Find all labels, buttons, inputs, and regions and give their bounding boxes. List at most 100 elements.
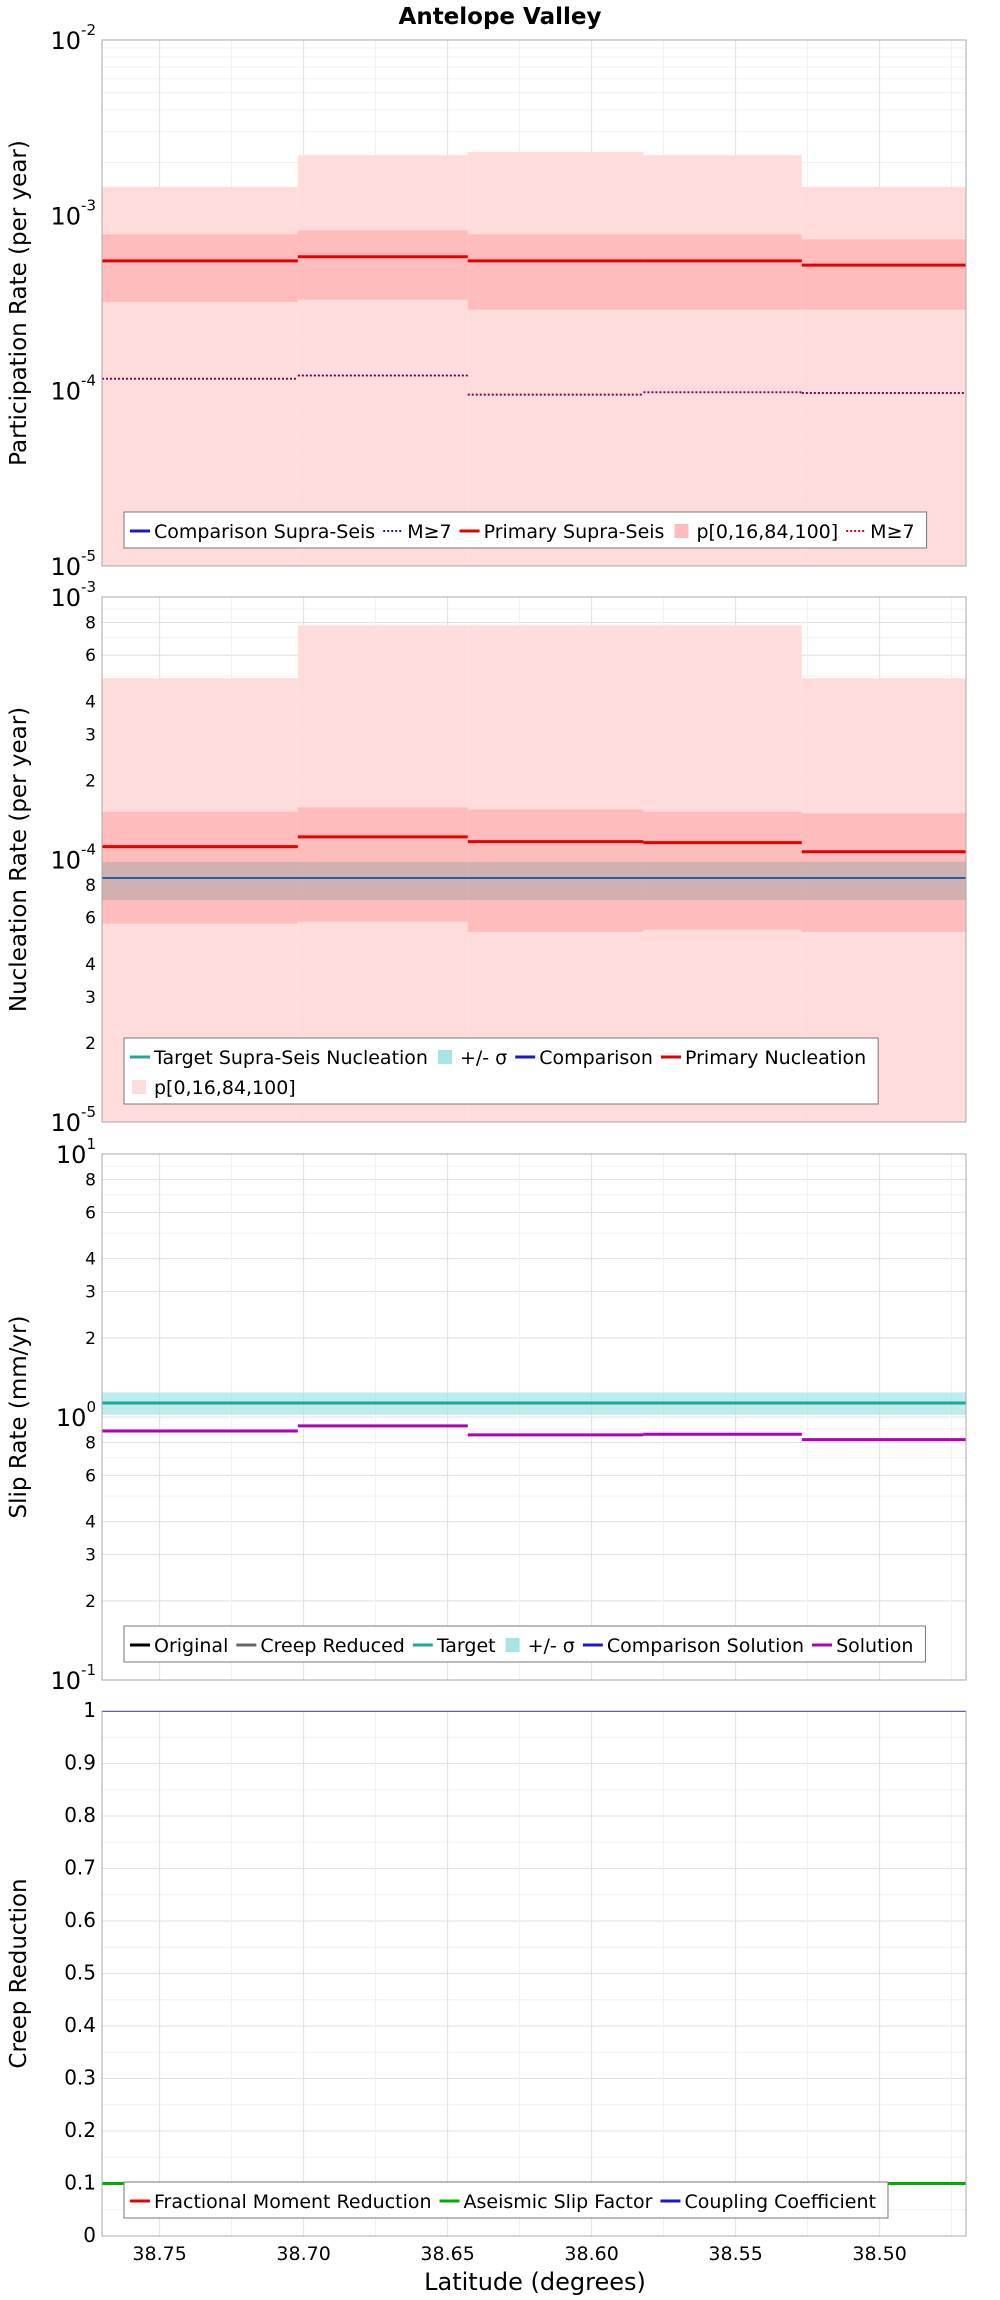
y-tick-base: 10 (50, 584, 81, 612)
legend-label: p[0,16,84,100] (154, 1077, 296, 1099)
y-tick-label: 3 (85, 988, 96, 1008)
legend-swatch (437, 1050, 452, 1064)
x-tick-label: 38.60 (564, 2243, 618, 2265)
y-tick-label: 10-3 (50, 578, 96, 612)
y-tick-label: 6 (85, 1203, 96, 1223)
legend-item: p[0,16,84,100] (674, 521, 838, 543)
y-tick-label: 6 (85, 909, 96, 929)
legend-item: +/- σ (437, 1047, 507, 1069)
legend-label: Comparison (539, 1047, 653, 1069)
uncertainty-band (801, 239, 966, 310)
legend-item: M≥7 (383, 521, 452, 543)
legend-item: Primary Nucleation (660, 1047, 866, 1069)
legend-item: Aseismic Slip Factor (439, 2191, 653, 2213)
y-tick-label: 10-4 (50, 841, 96, 875)
y-tick-label: 10-5 (50, 547, 96, 581)
uncertainty-band (467, 151, 644, 566)
y-tick-label: 4 (85, 692, 96, 712)
legend-label: Primary Nucleation (685, 1047, 866, 1069)
legend-swatch (132, 1080, 146, 1094)
legend: Comparison Supra-Seis M≥7 Primary Supra-Se… (123, 511, 928, 549)
y-tick-base: 10 (50, 378, 81, 406)
legend-swatch (674, 524, 689, 538)
legend-label: Fractional Moment Reduction (154, 2191, 432, 2213)
y-tick-label: 10-5 (50, 1103, 96, 1137)
legend-item: Comparison Solution (582, 1635, 804, 1657)
y-axis-label: Slip Rate (mm/yr) (6, 1316, 32, 1519)
y-tick-label: 0 (83, 2223, 96, 2247)
y-tick-label: 4 (85, 955, 96, 975)
y-tick-label: 4 (85, 1250, 96, 1270)
y-tick-label: 4 (85, 1513, 96, 1533)
x-tick-label: 38.70 (276, 2243, 330, 2265)
y-tick-label: 2 (85, 1329, 96, 1349)
y-tick-exponent: -3 (81, 578, 96, 596)
y-tick-base: 10 (50, 847, 81, 875)
y-tick-label: 100 (56, 1398, 96, 1432)
plot-frame (101, 1153, 967, 1681)
legend-item: p[0,16,84,100] (132, 1077, 296, 1099)
y-tick-label: 1 (83, 1698, 96, 1722)
legend-label: Primary Supra-Seis (484, 521, 665, 543)
y-tick-base: 10 (50, 1667, 81, 1695)
uncertainty-band (643, 234, 802, 310)
y-tick-label: 0.9 (64, 1751, 96, 1775)
y-tick-exponent: 1 (86, 1135, 96, 1153)
y-tick-label: 6 (85, 1466, 96, 1486)
legend-label: Creep Reduced (260, 1635, 404, 1657)
legend-label: Original (154, 1635, 228, 1657)
x-tick-label: 38.55 (708, 2243, 762, 2265)
y-tick-exponent: -3 (81, 196, 96, 214)
plot-frame (101, 1710, 967, 2237)
panel-creep: 0 0.1 0.2 0.3 0.4 0.5 0.6 0.7 0.8 0.9 1 Creep Reduc… (6, 1698, 967, 2247)
y-tick-base: 10 (50, 553, 81, 581)
x-axis-label: Latitude (degrees) (424, 2268, 646, 2296)
x-tick-label: 38.50 (852, 2243, 906, 2265)
legend-box (123, 1037, 879, 1105)
legend-label: Comparison Solution (607, 1635, 804, 1657)
y-tick-label: 8 (85, 1170, 96, 1190)
y-tick-label: 2 (85, 1592, 96, 1612)
y-axis-label: Nucleation Rate (per year) (6, 707, 32, 1012)
y-tick-label: 0.1 (64, 2171, 96, 2195)
y-tick-label: 3 (85, 1546, 96, 1566)
y-tick-label: 10-1 (50, 1661, 96, 1695)
y-axis-label: Creep Reduction (6, 1878, 32, 2068)
y-tick-label: 101 (56, 1135, 96, 1169)
y-tick-label: 0.4 (64, 2013, 96, 2037)
legend-item: Comparison Supra-Seis (130, 521, 375, 543)
y-tick-base: 10 (50, 27, 81, 55)
legend-box (123, 1625, 926, 1663)
chart-title: Antelope Valley (399, 4, 602, 30)
y-tick-label: 8 (85, 876, 96, 896)
plot-frame (101, 39, 967, 567)
legend-item: Comparison (515, 1047, 653, 1069)
uncertainty-band (297, 807, 468, 922)
legend-label: p[0,16,84,100] (696, 521, 838, 543)
y-tick-label: 0.7 (64, 1856, 96, 1880)
y-tick-exponent: -5 (81, 547, 96, 565)
uncertainty-band (297, 230, 468, 300)
y-tick-exponent: -4 (81, 841, 96, 859)
legend-item: Fractional Moment Reduction (130, 2191, 432, 2213)
y-tick-base: 10 (56, 1141, 87, 1169)
uncertainty-band (297, 155, 468, 566)
legend-label: Solution (836, 1635, 913, 1657)
y-tick-label: 2 (85, 771, 96, 791)
y-tick-label: 0.2 (64, 2118, 96, 2142)
y-axis-label: Participation Rate (per year) (6, 140, 32, 466)
legend-item: Primary Supra-Seis (459, 521, 665, 543)
uncertainty-band (643, 811, 802, 930)
plot-content (102, 1392, 966, 1442)
legend: Fractional Moment Reduction Aseismic Slip… (123, 2181, 889, 2219)
y-tick-label: 8 (85, 613, 96, 633)
legend-item: Solution (812, 1635, 913, 1657)
y-tick-label: 10-4 (50, 372, 96, 406)
legend-label: Coupling Coefficient (684, 2191, 876, 2213)
legend-label: Aseismic Slip Factor (464, 2191, 653, 2213)
y-tick-base: 10 (50, 1109, 81, 1137)
y-tick-label: 8 (85, 1433, 96, 1453)
